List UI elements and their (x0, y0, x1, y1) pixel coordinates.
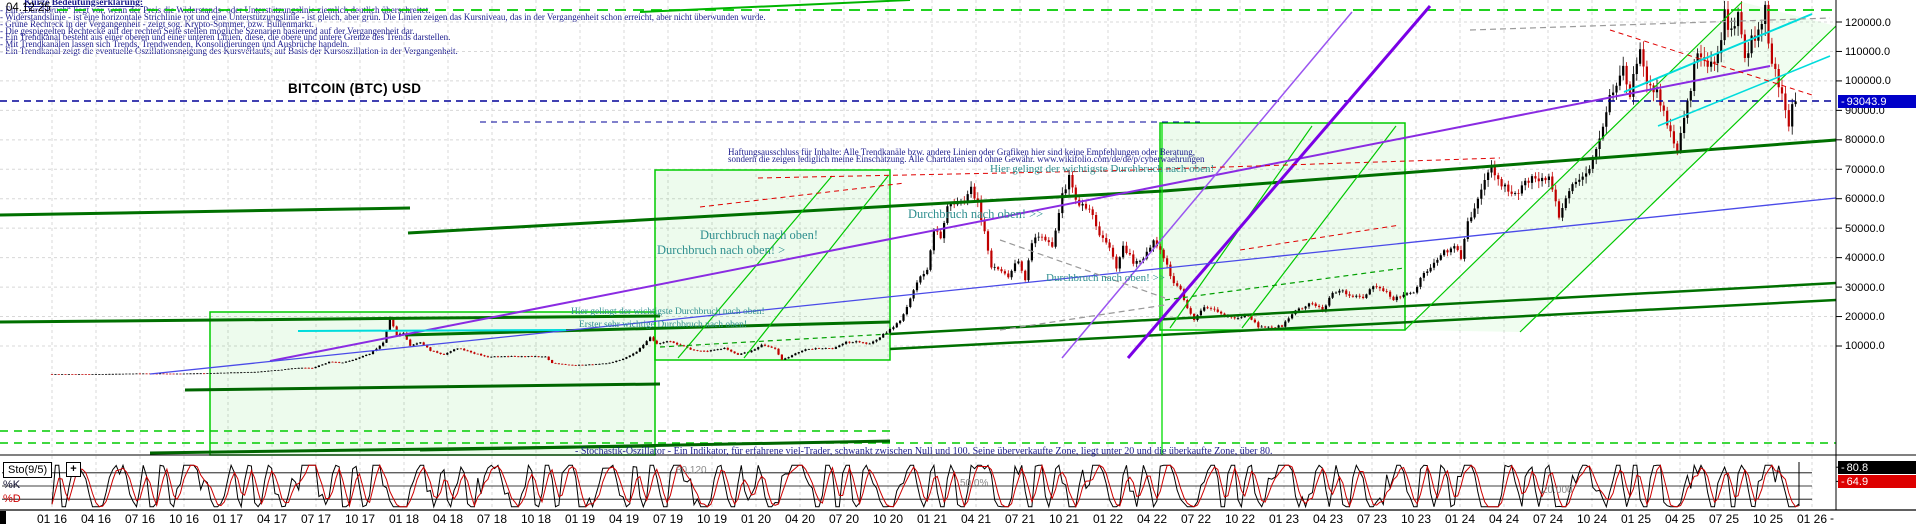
legend-explanation-title: Kürze Bedeutungserklärung: (24, 0, 144, 8)
disclaimer-line: sondern die zeigen lediglich meine Einsc… (728, 154, 1205, 164)
add-indicator-button[interactable]: + (66, 462, 81, 477)
stochastic-indicator-label[interactable]: Sto(9/5) (3, 462, 53, 478)
price-axis-label: 40000.0 (1845, 252, 1885, 265)
legend-explanation-line: - Die gespiegelten Rechtecke auf der rec… (0, 25, 415, 36)
time-axis-label: 07 21 (1004, 512, 1036, 525)
breakout-annotation: Durchbruch nach oben! (700, 228, 819, 242)
time-axis-label: 04 19 (608, 512, 640, 525)
current-price-badge: 93043.9 (1838, 94, 1916, 108)
time-axis-label: 01 18 (388, 512, 420, 525)
time-axis-label: 10 23 (1400, 512, 1432, 525)
breakout-annotation: Hier gelingt der wichtigste Durchbruch n… (571, 307, 765, 317)
price-axis-label: 10000.0 (1845, 340, 1885, 353)
time-axis-label: 10 25 (1752, 512, 1784, 525)
time-axis-label: 10 22 (1224, 512, 1256, 525)
time-axis-label: 07 17 (300, 512, 332, 525)
time-axis-label: 07 20 (828, 512, 860, 525)
time-axis-label: 10 21 (1048, 512, 1080, 525)
time-axis-label: 07 23 (1356, 512, 1388, 525)
legend-explanation-line: - Widerstandslinie - ist eine horizontal… (0, 11, 766, 22)
time-axis-label: 10 18 (520, 512, 552, 525)
time-axis-label: 01 20 (740, 512, 772, 525)
time-axis-label: 04 22 (1136, 512, 1168, 525)
breakout-annotation: Erster sehr wichtige Durchbruch nach obe… (579, 320, 748, 330)
time-axis-label: 07 18 (476, 512, 508, 525)
disclaimer-line: Haftungsausschluss für Inhalte: Alle Tre… (728, 147, 1196, 157)
chart-date-label: 04.12.25 (6, 2, 51, 14)
price-axis-label: 50000.0 (1845, 222, 1885, 235)
price-axis-label: 30000.0 (1845, 281, 1885, 294)
breakout-annotation: Durchbruch nach oben! >> (908, 207, 1044, 221)
legend-explanation-line: - Ein Trendkanal besteht aus einer obere… (0, 32, 451, 43)
percent-d-label: %D (3, 493, 21, 505)
legend-explanation-line: - Grüne Rechteck in der Vergangenheit - … (0, 18, 314, 29)
time-axis-label: 07 22 (1180, 512, 1212, 525)
disclaimer-block: Haftungsausschluss für Inhalte: Alle Tre… (728, 147, 1205, 164)
time-axis-label: 04 21 (960, 512, 992, 525)
time-axis-label: 01 16 (36, 512, 68, 525)
time-axis-label: 01 17 (212, 512, 244, 525)
time-axis-label: 10 17 (344, 512, 376, 525)
time-axis-label: 07 25 (1708, 512, 1740, 525)
time-axis-label: 01 23 (1268, 512, 1300, 525)
breakout-annotation: Hier gelingt der wichtigste Durchbruch n… (990, 163, 1215, 175)
time-axis-label: 10 16 (168, 512, 200, 525)
chart-symbol-title: BITCOIN (BTC) USD (288, 81, 422, 96)
time-axis-trailing-dash: - (1830, 511, 1834, 525)
time-axis-label: 04 23 (1312, 512, 1344, 525)
time-axis-label: 01 25 (1620, 512, 1652, 525)
time-axis-label: 01 26 (1796, 512, 1828, 525)
time-axis-label: 01 21 (916, 512, 948, 525)
breakout-annotation: Durchbruch nach oben! > (657, 243, 786, 257)
time-axis-label: 07 16 (124, 512, 156, 525)
legend-explanation-line: - Mit Trendkanälen lassen sich Trends, T… (0, 39, 350, 50)
price-axis-label: 20000.0 (1845, 311, 1885, 324)
time-axis-label: 07 24 (1532, 512, 1564, 525)
price-axis-label: 110000.0 (1845, 45, 1891, 58)
percent-k-value-badge: 80.8 (1838, 461, 1916, 474)
time-axis-label: 10 20 (872, 512, 904, 525)
time-axis-label: 04 16 (80, 512, 112, 525)
price-axis-label: 80000.0 (1845, 134, 1885, 147)
price-axis-label: 120000.0 (1845, 16, 1891, 29)
time-axis-label: 04 24 (1488, 512, 1520, 525)
stochastic-description-note: - Stochastik-Oszillator - Ein Indikator,… (575, 446, 1273, 457)
time-axis-label: 04 17 (256, 512, 288, 525)
oscillator-level-label: 80,120 (676, 465, 707, 476)
percent-d-value-badge: 64.9 (1838, 475, 1916, 488)
time-axis-label: 01 22 (1092, 512, 1124, 525)
breakout-annotation: Durchbruch nach oben! >> (1046, 272, 1166, 284)
oscillator-level-label: 50,0% (960, 478, 989, 489)
time-axis-label: 04 20 (784, 512, 816, 525)
percent-k-label: %K (3, 479, 21, 491)
legend-explanation-line: - Ein „Durchbruch“ liegt vor, wenn der P… (0, 4, 431, 15)
time-axis-label: 10 24 (1576, 512, 1608, 525)
time-axis-label: 01 19 (564, 512, 596, 525)
price-axis-label: 70000.0 (1845, 163, 1885, 176)
time-axis-label: 10 19 (696, 512, 728, 525)
price-axis-label: 60000.0 (1845, 193, 1885, 206)
time-axis-label: 04 25 (1664, 512, 1696, 525)
oscillator-level-label: 20.000 (1542, 485, 1573, 496)
price-axis-label: 100000.0 (1845, 75, 1891, 88)
time-axis-label: 07 19 (652, 512, 684, 525)
time-axis-label: 04 18 (432, 512, 464, 525)
time-axis-label: 01 24 (1444, 512, 1476, 525)
